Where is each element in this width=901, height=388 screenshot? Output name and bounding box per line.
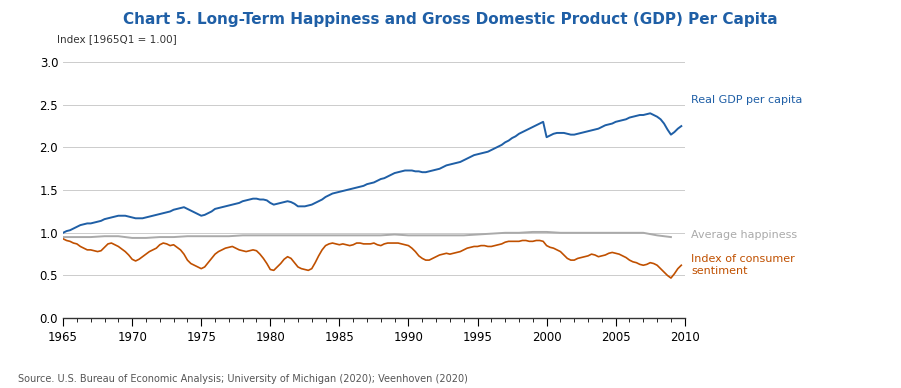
Text: Real GDP per capita: Real GDP per capita [691, 95, 803, 106]
Text: Average happiness: Average happiness [691, 230, 797, 240]
Text: Index [1965Q1 = 1.00]: Index [1965Q1 = 1.00] [57, 34, 177, 44]
Text: Index of consumer
sentiment: Index of consumer sentiment [691, 255, 795, 276]
Text: Chart 5. Long-Term Happiness and Gross Domestic Product (GDP) Per Capita: Chart 5. Long-Term Happiness and Gross D… [123, 12, 778, 27]
Text: Source. U.S. Bureau of Economic Analysis; University of Michigan (2020); Veenhov: Source. U.S. Bureau of Economic Analysis… [18, 374, 468, 384]
